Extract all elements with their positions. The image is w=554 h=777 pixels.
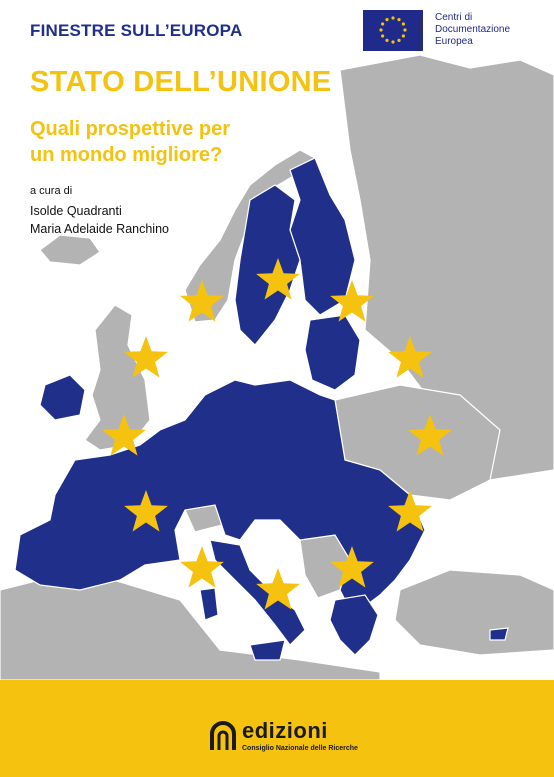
italy-region (209, 539, 306, 646)
star-icon (330, 280, 374, 322)
sicily-region (249, 639, 286, 661)
curated-by-label: a cura di (30, 185, 73, 197)
series-title: FINESTRE SULL’EUROPA (30, 21, 243, 40)
star-icon (180, 546, 224, 588)
turkey-region (394, 569, 554, 656)
book-subtitle: Quali prospettive per un mondo migliore? (30, 116, 230, 168)
star-icon (330, 546, 374, 588)
star-icon (124, 336, 168, 378)
ireland-region (39, 374, 86, 421)
network-label: Rete italiana (419, 16, 425, 50)
uk-region (84, 304, 151, 451)
editor-name: Isolde Quadranti (30, 204, 122, 218)
cnr-edizioni-logo-icon (210, 721, 236, 750)
editors-list: Isolde Quadranti Maria Adelaide Ranchino (30, 202, 169, 238)
greece-region (329, 594, 379, 656)
sardinia-region (199, 587, 219, 621)
sweden-region (234, 184, 301, 346)
publisher-name: edizioni (242, 718, 328, 743)
publisher-org: Consiglio Nazionale delle Ricerche (242, 745, 358, 752)
europe-map (0, 54, 554, 680)
cyprus-region (489, 627, 509, 641)
footer-band (0, 680, 554, 777)
star-icon (408, 414, 452, 456)
finland-region (289, 157, 356, 316)
cde-line: Europea (435, 36, 473, 47)
cde-line: Documentazione (435, 24, 511, 35)
star-icon (256, 258, 300, 300)
iceland-region (39, 234, 101, 266)
mainland-eu-region (14, 379, 426, 611)
cde-logo: Rete italiana Centri di Documentazione E… (363, 10, 543, 54)
baltics-region (304, 314, 361, 391)
star-icon (388, 490, 432, 532)
publisher-logo: edizioni Consiglio Nazionale delle Ricer… (208, 718, 368, 760)
cde-line: Centri di (435, 12, 473, 23)
star-icon (124, 490, 168, 532)
star-icon (256, 568, 300, 610)
eu-flag-icon (363, 10, 423, 51)
subtitle-line-1: Quali prospettive per (30, 118, 231, 140)
cde-label: Centri di Documentazione Europea (435, 12, 510, 48)
book-title: STATO DELL’UNIONE (30, 66, 332, 98)
editor-name: Maria Adelaide Ranchino (30, 222, 169, 236)
star-icon (102, 414, 146, 456)
star-icon (180, 280, 224, 322)
subtitle-line-2: un mondo migliore? (30, 144, 223, 166)
star-icon (388, 336, 432, 378)
